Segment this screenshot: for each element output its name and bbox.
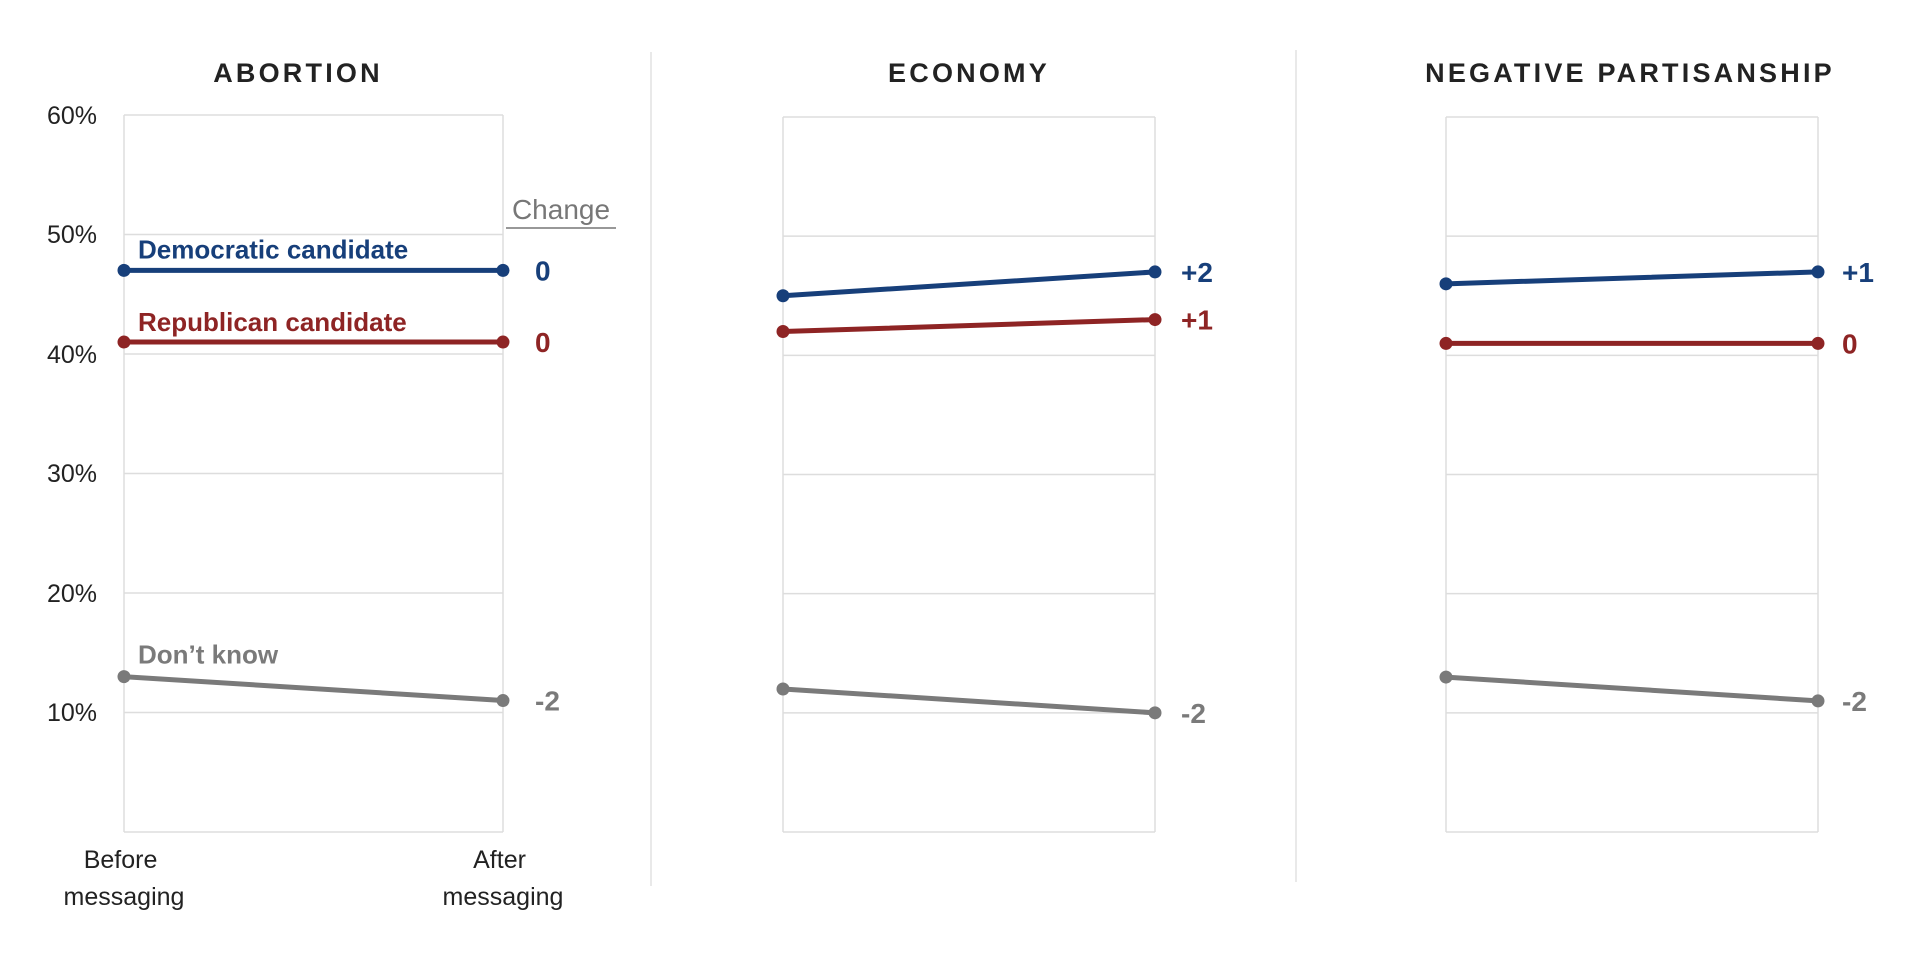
series-label-dont_know: Don’t know [138,640,279,670]
change-label-republican: 0 [535,327,551,358]
point-after-democratic [496,263,510,277]
panel-title-economy: ECONOMY [888,58,1050,88]
point-before-republican [1439,336,1453,350]
y-tick-label: 40% [47,341,97,369]
panel-title-negative-partisanship: NEGATIVE PARTISANSHIP [1425,58,1835,88]
series-line-dont_know [121,674,506,704]
point-after-dont_know [1811,694,1825,708]
point-before-democratic [117,263,131,277]
grid-layer [123,114,1819,833]
point-before-dont_know [1439,670,1453,684]
point-after-republican [496,335,510,349]
x-tick-label-before: Before messaging [64,846,185,911]
series-label-republican: Republican candidate [138,307,407,337]
y-tick-label: 50% [47,221,97,249]
series-layer [117,263,1825,720]
series-label-democratic: Democratic candidate [138,234,408,264]
point-after-republican [1148,313,1162,327]
point-after-dont_know [1148,706,1162,720]
point-after-dont_know [496,694,510,708]
point-before-dont_know [776,682,790,696]
series-line-dont_know [1443,674,1821,704]
y-tick-label: 30% [47,460,97,488]
point-before-republican [776,325,790,338]
change-label-democratic: 0 [535,255,551,286]
point-before-democratic [776,289,790,303]
change-label-dont_know: -2 [535,686,560,717]
y-tick-label: 60% [47,102,97,130]
change-label-republican: +1 [1181,305,1213,336]
point-after-democratic [1148,265,1162,279]
point-before-dont_know [117,670,131,684]
change-label-dont_know: -2 [1842,686,1867,717]
point-before-republican [117,335,131,349]
series-line-democratic [1443,269,1821,287]
x-tick-label-after: After messaging [443,846,564,911]
series-line-democratic [780,269,1158,299]
series-line-republican [780,317,1158,334]
y-tick-label: 20% [47,580,97,608]
change-label-republican: 0 [1842,328,1858,359]
point-after-republican [1811,336,1825,350]
change-label-dont_know: -2 [1181,698,1206,729]
label-layer: 0 Democratic candidate 0 Republican candida… [138,234,1874,728]
change-label-democratic: +1 [1842,257,1874,288]
y-tick-label: 10% [47,699,97,727]
change-label-democratic: +2 [1181,257,1213,288]
panel-title-abortion: ABORTION [213,58,383,88]
point-before-democratic [1439,277,1453,291]
point-after-democratic [1811,265,1825,279]
change-column-heading: Change [512,194,610,225]
series-line-dont_know [780,686,1158,716]
